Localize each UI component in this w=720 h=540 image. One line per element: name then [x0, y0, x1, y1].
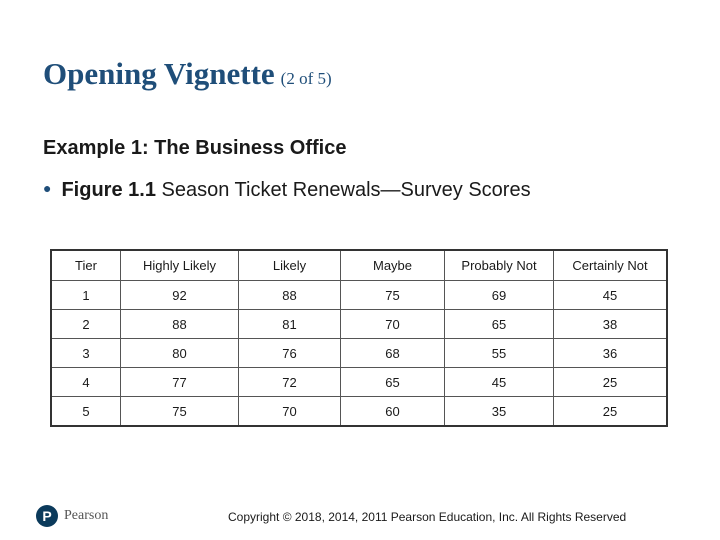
- example-heading: Example 1: The Business Office: [43, 137, 347, 159]
- slide-title: Opening Vignette (2 of 5): [43, 56, 332, 92]
- table-cell: 4: [50, 367, 121, 397]
- table-cell: 92: [120, 280, 239, 310]
- table-cell: 70: [238, 396, 341, 427]
- header-highly-likely: Highly Likely: [120, 249, 239, 281]
- pearson-logo: P Pearson: [36, 505, 108, 527]
- table-cell: 25: [553, 367, 668, 397]
- table-row: 4 77 72 65 45 25: [50, 367, 668, 397]
- table-cell: 65: [444, 309, 554, 339]
- header-probably-not: Probably Not: [444, 249, 554, 281]
- table-cell: 69: [444, 280, 554, 310]
- table-header-row: Tier Highly Likely Likely Maybe Probably…: [50, 249, 668, 281]
- table-cell: 2: [50, 309, 121, 339]
- table-row: 2 88 81 70 65 38: [50, 309, 668, 339]
- table-cell: 55: [444, 338, 554, 368]
- table-cell: 75: [340, 280, 445, 310]
- table-cell: 3: [50, 338, 121, 368]
- header-tier: Tier: [50, 249, 121, 281]
- table-row: 1 92 88 75 69 45: [50, 280, 668, 310]
- table-cell: 76: [238, 338, 341, 368]
- table-cell: 65: [340, 367, 445, 397]
- table-cell: 81: [238, 309, 341, 339]
- table-cell: 77: [120, 367, 239, 397]
- survey-table: Tier Highly Likely Likely Maybe Probably…: [50, 249, 668, 427]
- header-certainly-not: Certainly Not: [553, 249, 668, 281]
- figure-caption: Season Ticket Renewals—Survey Scores: [155, 179, 531, 201]
- table-cell: 60: [340, 396, 445, 427]
- table-cell: 38: [553, 309, 668, 339]
- pearson-logo-wordmark: Pearson: [64, 508, 109, 523]
- table-cell: 36: [553, 338, 668, 368]
- table-cell: 70: [340, 309, 445, 339]
- table-row: 3 80 76 68 55 36: [50, 338, 668, 368]
- table-cell: 75: [120, 396, 239, 427]
- table-cell: 88: [238, 280, 341, 310]
- copyright-notice: Copyright © 2018, 2014, 2011 Pearson Edu…: [228, 510, 627, 524]
- header-likely: Likely: [238, 249, 341, 281]
- bullet-dot-icon: ●: [43, 180, 52, 196]
- table-cell: 1: [50, 280, 121, 310]
- table-row: 5 75 70 60 35 25: [50, 396, 668, 427]
- slide-title-main: Opening Vignette: [43, 56, 275, 91]
- table-cell: 88: [120, 309, 239, 339]
- table-cell: 68: [340, 338, 445, 368]
- pearson-logo-icon: P: [36, 505, 58, 527]
- figure-bullet: ● Figure 1.1 Season Ticket Renewals—Surve…: [43, 179, 531, 202]
- table-cell: 25: [553, 396, 668, 427]
- slide-title-part: (2 of 5): [280, 69, 332, 88]
- header-maybe: Maybe: [340, 249, 445, 281]
- table-cell: 45: [553, 280, 668, 310]
- table-cell: 80: [120, 338, 239, 368]
- table-cell: 45: [444, 367, 554, 397]
- table-cell: 72: [238, 367, 341, 397]
- table-cell: 35: [444, 396, 554, 427]
- figure-label: Figure 1.1: [61, 179, 156, 201]
- table-cell: 5: [50, 396, 121, 427]
